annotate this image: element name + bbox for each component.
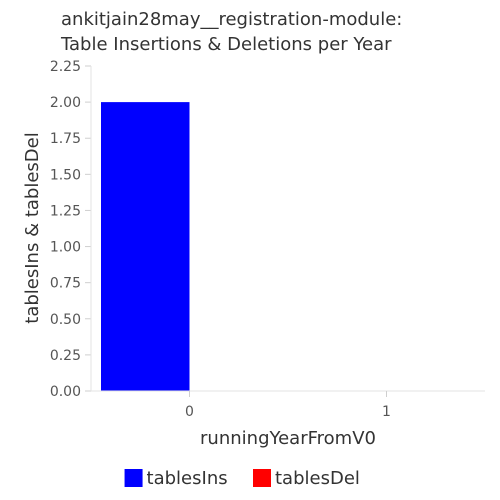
legend-swatch-tablesIns <box>124 469 143 487</box>
x-tick-label: 1 <box>382 404 391 420</box>
y-axis-ticks: 0.00 0.25 0.50 0.75 1.00 1.25 1.50 1.75 2.00 2.25 <box>50 59 91 400</box>
x-axis-label: runningYearFromV0 <box>200 428 376 449</box>
y-tick-label: 1.25 <box>50 203 81 219</box>
bars <box>101 102 190 391</box>
y-tick-label: 0.00 <box>50 384 81 400</box>
y-tick-label: 1.50 <box>50 167 81 183</box>
bar-tablesIns-0 <box>101 102 190 391</box>
y-axis-label: tablesIns & tablesDel <box>22 132 43 323</box>
y-tick-label: 0.75 <box>50 276 81 292</box>
legend-swatch-tablesDel <box>253 469 271 487</box>
legend-label-tablesIns: tablesIns <box>147 468 228 489</box>
y-tick-label: 1.75 <box>50 131 81 147</box>
y-tick-label: 0.25 <box>50 348 81 364</box>
x-tick-label: 0 <box>185 404 194 420</box>
legend-label-tablesDel: tablesDel <box>275 468 360 489</box>
y-tick-label: 0.50 <box>50 312 81 328</box>
y-tick-label: 2.00 <box>50 95 81 111</box>
y-tick-label: 1.00 <box>50 240 81 256</box>
legend: tablesIns tablesDel <box>124 468 360 489</box>
chart-title-line-1: ankitjain28may__registration-module: <box>61 9 402 30</box>
y-tick-label: 2.25 <box>50 59 81 75</box>
chart-title-line-2: Table Insertions & Deletions per Year <box>60 34 392 55</box>
